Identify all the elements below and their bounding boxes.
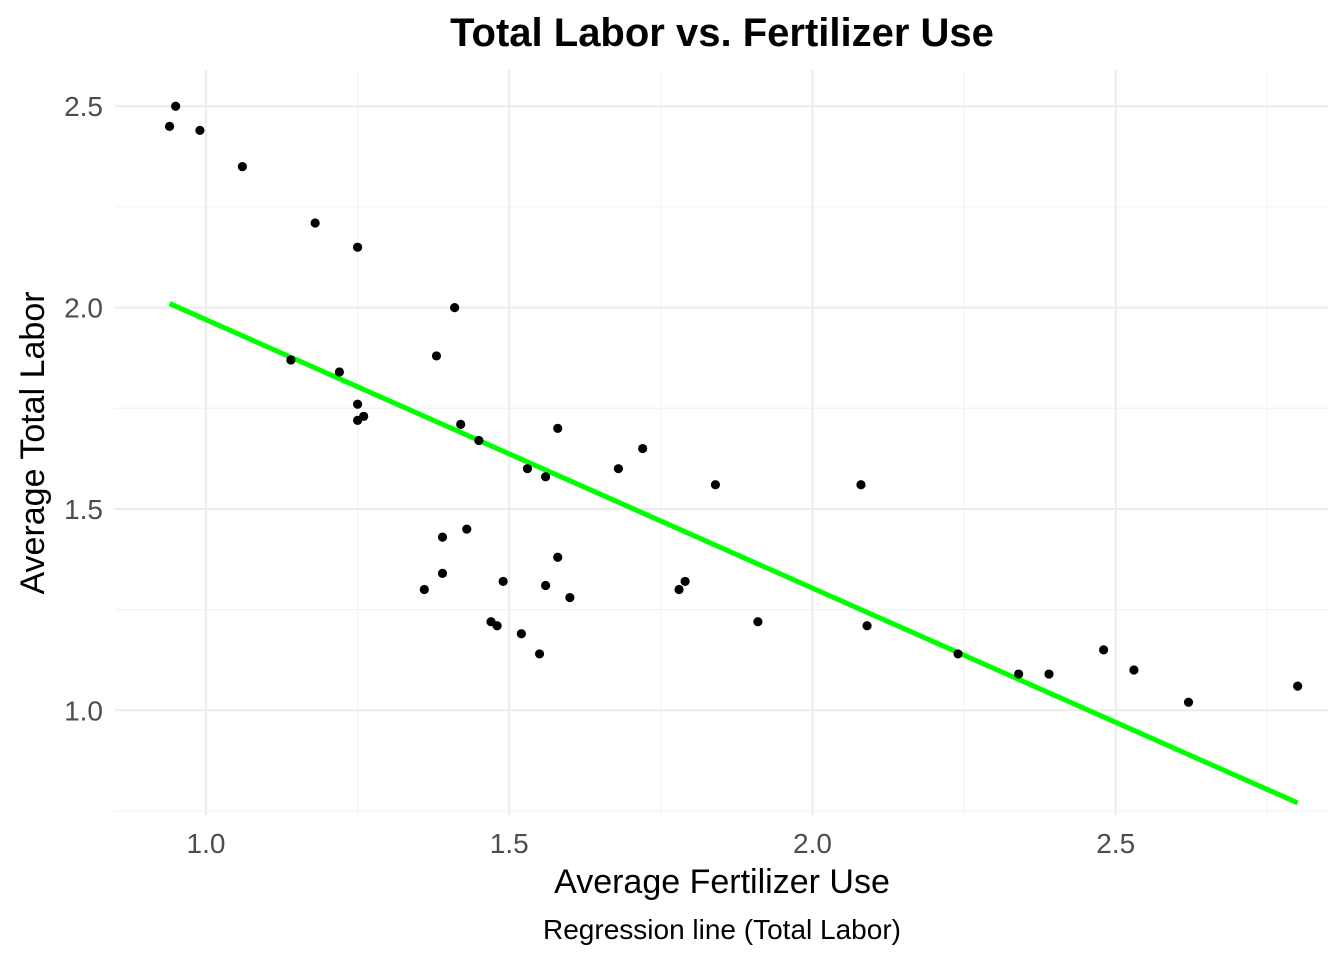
data-point (492, 621, 502, 631)
data-point (171, 101, 181, 111)
data-point (437, 532, 448, 542)
data-point (1183, 697, 1194, 707)
data-point (953, 649, 963, 659)
data-point (753, 617, 763, 627)
data-point (237, 162, 247, 172)
data-point (474, 435, 484, 446)
data-point (534, 649, 545, 659)
x-tick-label: 2.0 (793, 828, 832, 859)
data-point (286, 355, 296, 365)
axis-ticks: 1.0 1.5 2.0 2.5 1.0 1.5 2.0 2.5 (64, 91, 1135, 859)
regression-line-group (168, 301, 1299, 806)
x-axis-title: Average Fertilizer Use (554, 863, 890, 901)
data-point (674, 584, 684, 595)
data-point (359, 411, 369, 421)
x-tick-label: 1.0 (187, 828, 226, 859)
x-tick-label: 2.5 (1096, 828, 1135, 859)
data-point (353, 399, 363, 409)
data-point (516, 629, 526, 639)
data-point (638, 443, 648, 454)
data-point (456, 419, 466, 429)
data-point (553, 423, 563, 434)
data-point (164, 121, 175, 131)
data-point (419, 584, 429, 595)
data-point (334, 367, 345, 377)
y-tick-label: 2.0 (64, 293, 103, 324)
data-point (462, 524, 472, 534)
y-tick-label: 1.5 (64, 494, 103, 525)
data-point (310, 218, 320, 228)
data-point (498, 576, 508, 587)
data-point (450, 302, 460, 313)
regression-line (168, 301, 1299, 806)
data-point (353, 242, 363, 252)
data-point (613, 464, 623, 474)
grid (115, 70, 1328, 815)
data-point (1098, 645, 1109, 655)
data-point (195, 125, 205, 136)
data-point (565, 592, 575, 603)
data-point (1044, 669, 1054, 679)
y-axis-title: Average Total Labor (14, 291, 52, 594)
data-point (862, 621, 872, 631)
data-point (710, 480, 721, 490)
data-points (164, 101, 1303, 707)
data-point (553, 552, 563, 562)
data-point (541, 472, 551, 482)
chart-caption: Regression line (Total Labor) (543, 914, 901, 945)
data-point (431, 351, 442, 361)
data-point (1014, 669, 1024, 679)
data-point (541, 580, 551, 591)
chart-title: Total Labor vs. Fertilizer Use (450, 11, 994, 55)
data-point (437, 568, 448, 578)
data-point (680, 576, 690, 587)
y-tick-label: 1.0 (64, 695, 103, 726)
data-point (522, 464, 533, 474)
y-tick-label: 2.5 (64, 91, 103, 122)
data-point (856, 480, 866, 490)
data-point (1293, 681, 1303, 691)
x-tick-label: 1.5 (490, 828, 529, 859)
data-point (1129, 665, 1139, 675)
